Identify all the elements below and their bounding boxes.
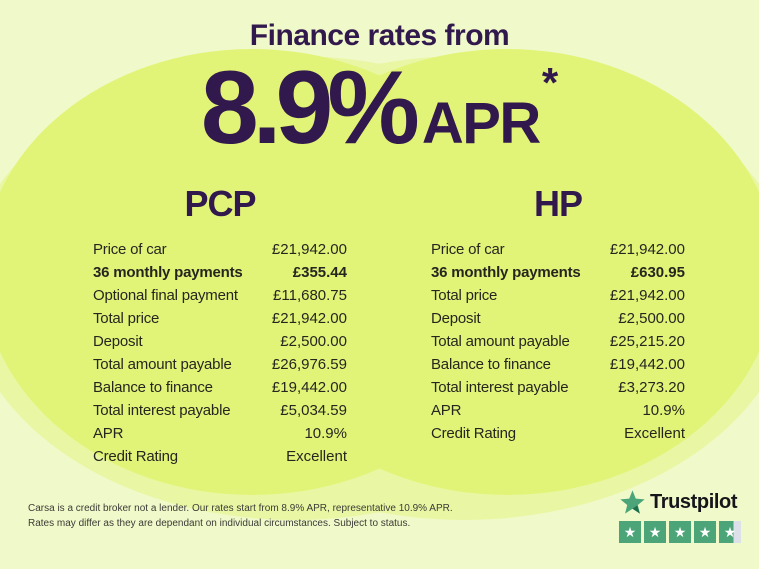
- finance-row-label: Total amount payable: [431, 333, 570, 350]
- finance-row: Optional final payment £11,680.75: [93, 284, 347, 307]
- finance-row: Price of car £21,942.00: [93, 238, 347, 261]
- trustpilot-star-box: ★: [644, 521, 666, 543]
- legal-disclaimer-line2: Rates may differ as they are dependant o…: [28, 518, 411, 529]
- finance-row: Balance to finance £19,442.00: [431, 353, 685, 376]
- finance-row: Total interest payable £3,273.20: [431, 376, 685, 399]
- rate-unit: APR: [421, 91, 541, 156]
- finance-row: Credit Rating Excellent: [93, 445, 347, 468]
- finance-row-value: £3,273.20: [618, 379, 685, 396]
- finance-row-value: 10.9%: [642, 402, 685, 419]
- legal-disclaimer: Carsa is a credit broker not a lender. O…: [28, 501, 473, 531]
- finance-row: 36 monthly payments £355.44: [93, 261, 347, 284]
- background-blob-right: [237, 49, 759, 495]
- trustpilot-widget: Trustpilot ★ ★ ★ ★ ★: [619, 489, 741, 543]
- finance-row: Credit Rating Excellent: [431, 422, 685, 445]
- trustpilot-star-box: ★: [719, 521, 741, 543]
- finance-row-label: Total price: [93, 310, 160, 327]
- finance-row: Balance to finance £19,442.00: [93, 376, 347, 399]
- finance-column-pcp: PCP Price of car £21,942.00 36 monthly p…: [93, 186, 347, 468]
- finance-row-label: Balance to finance: [93, 379, 213, 396]
- headline-rate: 8.9% APR *: [0, 56, 759, 160]
- finance-column-hp: HP Price of car £21,942.00 36 monthly pa…: [431, 186, 685, 445]
- finance-row-value: £630.95: [630, 264, 685, 281]
- finance-row-label: Price of car: [93, 241, 167, 258]
- finance-row: Total amount payable £25,215.20: [431, 330, 685, 353]
- finance-row-label: Total amount payable: [93, 356, 232, 373]
- finance-row-label: Deposit: [431, 310, 481, 327]
- finance-row-value: £19,442.00: [271, 379, 347, 396]
- finance-row-value: Excellent: [286, 448, 347, 465]
- trustpilot-rating-stars: ★ ★ ★ ★ ★: [619, 521, 741, 543]
- finance-row: Deposit £2,500.00: [431, 307, 685, 330]
- finance-row-label: Optional final payment: [93, 287, 238, 304]
- finance-row-value: Excellent: [624, 425, 685, 442]
- finance-row-label: Deposit: [93, 333, 143, 350]
- finance-row-value: £2,500.00: [618, 310, 685, 327]
- finance-row: APR 10.9%: [431, 399, 685, 422]
- finance-row-value: £26,976.59: [271, 356, 347, 373]
- finance-row-value: £21,942.00: [609, 241, 685, 258]
- finance-subtitle: Finance rates from: [249, 19, 510, 52]
- finance-row-value: £19,442.00: [609, 356, 685, 373]
- finance-row: Total interest payable £5,034.59: [93, 399, 347, 422]
- finance-row-value: £21,942.00: [271, 241, 347, 258]
- finance-row-label: Total price: [431, 287, 498, 304]
- trustpilot-logo: Trustpilot: [619, 489, 741, 516]
- finance-row-label: Total interest payable: [93, 402, 231, 419]
- trustpilot-star-box: ★: [669, 521, 691, 543]
- finance-row: Total price £21,942.00: [431, 284, 685, 307]
- trustpilot-star-box: ★: [619, 521, 641, 543]
- finance-row: APR 10.9%: [93, 422, 347, 445]
- finance-row-value: £5,034.59: [280, 402, 347, 419]
- finance-row-label: Credit Rating: [93, 448, 178, 465]
- finance-row: Deposit £2,500.00: [93, 330, 347, 353]
- finance-row-value: £21,942.00: [271, 310, 347, 327]
- finance-row-value: £25,215.20: [609, 333, 685, 350]
- finance-row: Price of car £21,942.00: [431, 238, 685, 261]
- finance-row: Total price £21,942.00: [93, 307, 347, 330]
- finance-row-label: 36 monthly payments: [431, 264, 581, 281]
- rate-value: 8.9%: [200, 50, 420, 166]
- finance-row-value: £21,942.00: [609, 287, 685, 304]
- finance-row: 36 monthly payments £630.95: [431, 261, 685, 284]
- trustpilot-star-icon: [620, 490, 645, 514]
- finance-row-value: £355.44: [292, 264, 347, 281]
- finance-row-label: Balance to finance: [431, 356, 551, 373]
- hp-column-title: HP: [533, 183, 583, 224]
- finance-row-value: £11,680.75: [273, 287, 347, 304]
- pcp-column-title: PCP: [184, 183, 256, 224]
- hp-rows: Price of car £21,942.00 36 monthly payme…: [431, 238, 685, 445]
- finance-row-label: Total interest payable: [431, 379, 569, 396]
- trustpilot-wordmark: Trustpilot: [650, 491, 738, 513]
- finance-row-label: Price of car: [431, 241, 505, 258]
- pcp-rows: Price of car £21,942.00 36 monthly payme…: [93, 238, 347, 468]
- finance-row-label: APR: [93, 425, 124, 442]
- rate-asterisk: *: [541, 59, 559, 106]
- finance-row-label: Credit Rating: [431, 425, 516, 442]
- finance-row-value: 10.9%: [304, 425, 347, 442]
- finance-row-label: 36 monthly payments: [93, 264, 243, 281]
- legal-disclaimer-line1: Carsa is a credit broker not a lender. O…: [28, 503, 453, 514]
- finance-row: Total amount payable £26,976.59: [93, 353, 347, 376]
- finance-row-value: £2,500.00: [280, 333, 347, 350]
- finance-row-label: APR: [431, 402, 462, 419]
- trustpilot-star-box: ★: [694, 521, 716, 543]
